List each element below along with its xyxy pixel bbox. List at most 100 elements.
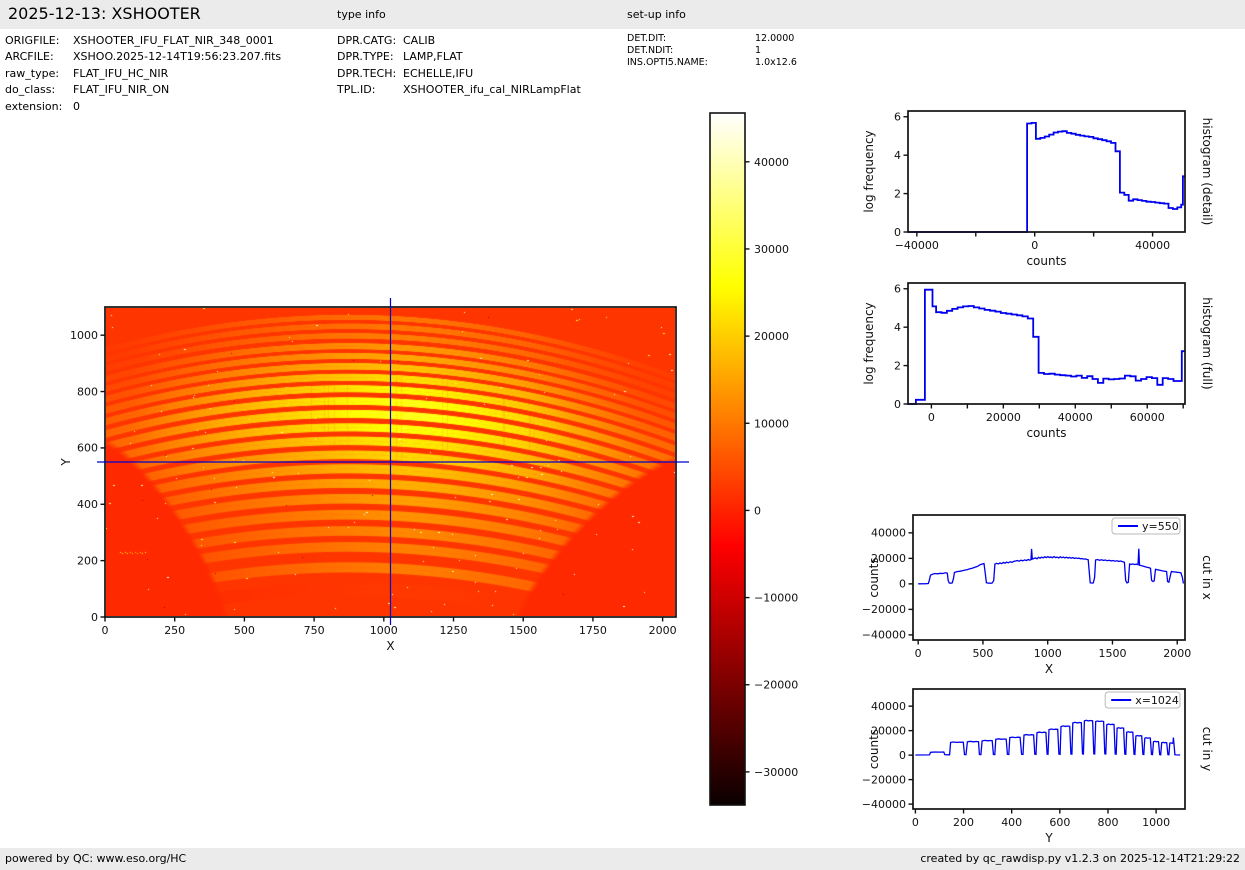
svg-text:histogram (detail): histogram (detail) xyxy=(1200,118,1214,226)
colorbar: 40000 30000 20000 10000 0 −10000 −20000 −30000 xyxy=(709,112,798,806)
svg-text:40000: 40000 xyxy=(871,700,906,713)
svg-text:counts: counts xyxy=(1026,426,1066,440)
cut-y-legend: x=1024 xyxy=(1104,691,1181,709)
svg-text:X: X xyxy=(386,639,394,653)
info-value: LAMP,FLAT xyxy=(403,50,463,64)
svg-text:0: 0 xyxy=(899,578,906,591)
info-row: raw_type: FLAT_IFU_HC_NIR xyxy=(5,66,281,82)
hist-full-series xyxy=(908,288,1185,405)
file-info-list: ORIGFILE: XSHOOTER_IFU_FLAT_NIR_348_0001 A… xyxy=(5,33,281,115)
setup-info-list: DET.DIT: 12.0000 DET.NDIT: 1 INS.OPTI5.NAME:… xyxy=(627,33,797,68)
info-label: DPR.CATG: xyxy=(337,34,397,47)
svg-text:−20000: −20000 xyxy=(862,773,906,786)
info-value: FLAT_IFU_HC_NIR xyxy=(73,66,169,80)
hist-full-axes-frame xyxy=(907,282,1186,405)
type-info-heading: type info xyxy=(337,8,386,21)
svg-text:log frequency: log frequency xyxy=(862,302,876,384)
svg-text:800: 800 xyxy=(1097,816,1118,829)
svg-text:20000: 20000 xyxy=(754,330,789,343)
info-label: ORIGFILE: xyxy=(5,34,60,47)
info-value: XSHOOTER_ifu_cal_NIRLampFlat xyxy=(403,83,581,97)
info-value: XSHOOTER_IFU_FLAT_NIR_348_0001 xyxy=(73,34,274,47)
info-label: extension: xyxy=(5,99,63,113)
colorbar-gradient xyxy=(709,112,746,806)
svg-text:200: 200 xyxy=(77,554,98,567)
info-label: DPR.TYPE: xyxy=(337,50,394,64)
svg-text:cut in x: cut in x xyxy=(1200,555,1214,600)
cut-x-legend: y=550 xyxy=(1111,517,1181,535)
page-title: 2025-12-13: XSHOOTER xyxy=(8,4,201,23)
svg-text:−10000: −10000 xyxy=(754,592,798,605)
svg-text:250: 250 xyxy=(164,624,185,637)
svg-text:4: 4 xyxy=(894,321,901,334)
svg-text:0: 0 xyxy=(915,647,922,660)
info-label: DET.NDIT: xyxy=(627,44,674,56)
svg-text:x=1024: x=1024 xyxy=(1135,694,1179,707)
svg-text:Y: Y xyxy=(59,458,73,467)
footer-bar: powered by QC: www.eso.org/HC created by… xyxy=(0,848,1245,870)
svg-text:0: 0 xyxy=(899,749,906,762)
svg-text:500: 500 xyxy=(972,647,993,660)
svg-text:0: 0 xyxy=(102,624,109,637)
svg-text:counts: counts xyxy=(867,557,881,597)
svg-text:Y: Y xyxy=(1044,831,1053,845)
footer-left-text: powered by QC: www.eso.org/HC xyxy=(5,852,187,865)
svg-text:X: X xyxy=(1045,662,1053,676)
info-value: FLAT_IFU_NIR_ON xyxy=(73,83,170,97)
svg-text:2000: 2000 xyxy=(649,624,677,637)
svg-text:800: 800 xyxy=(77,385,98,398)
info-label: raw_type: xyxy=(5,66,60,80)
info-value: 1.0x12.6 xyxy=(755,56,797,68)
svg-text:−40000: −40000 xyxy=(895,239,939,252)
cut-y-series xyxy=(915,719,1181,756)
svg-text:6: 6 xyxy=(894,283,901,296)
svg-text:40000: 40000 xyxy=(871,527,906,540)
svg-text:2: 2 xyxy=(894,187,901,200)
svg-text:40000: 40000 xyxy=(1135,239,1170,252)
info-row: extension: 0 xyxy=(5,99,281,115)
svg-text:20000: 20000 xyxy=(871,724,906,737)
svg-text:6: 6 xyxy=(894,111,901,124)
svg-text:500: 500 xyxy=(234,624,255,637)
svg-text:1750: 1750 xyxy=(579,624,607,637)
svg-text:2000: 2000 xyxy=(1163,647,1191,660)
svg-text:1500: 1500 xyxy=(1098,647,1126,660)
svg-text:10000: 10000 xyxy=(754,417,789,430)
info-row: INS.OPTI5.NAME: 1.0x12.6 xyxy=(627,57,797,69)
info-row: ARCFILE: XSHOO.2025-12-14T19:56:23.207.fi… xyxy=(5,49,281,65)
main-image-plot: 0 250 500 750 1000 1250 1500 1750 2000 0 200 400 600… xyxy=(59,298,689,653)
svg-text:600: 600 xyxy=(77,442,98,455)
svg-text:0: 0 xyxy=(912,816,919,829)
info-value: ECHELLE,IFU xyxy=(403,66,474,80)
type-info-list: DPR.CATG: CALIB DPR.TYPE: LAMP,FLAT DPR.TECH… xyxy=(337,33,581,99)
setup-info-heading: set-up info xyxy=(627,8,686,21)
svg-text:750: 750 xyxy=(304,624,325,637)
svg-text:1000: 1000 xyxy=(370,624,398,637)
svg-text:2: 2 xyxy=(894,359,901,372)
header-bar: 2025-12-13: XSHOOTER type info set-up in… xyxy=(0,0,1245,29)
info-value: 0 xyxy=(73,99,80,113)
hist-detail-axes-frame xyxy=(907,110,1186,233)
info-value: 12.0000 xyxy=(755,33,795,44)
svg-text:−40000: −40000 xyxy=(862,798,906,811)
svg-text:1250: 1250 xyxy=(440,624,468,637)
cut-x-plot: 0 500 1000 1500 2000 40000 20000 0 −20000 −40000 X… xyxy=(862,514,1214,676)
svg-text:4: 4 xyxy=(894,149,901,162)
svg-text:30000: 30000 xyxy=(754,243,789,256)
svg-text:20000: 20000 xyxy=(986,411,1021,424)
svg-text:cut in y: cut in y xyxy=(1200,727,1214,772)
info-label: INS.OPTI5.NAME: xyxy=(627,56,708,68)
svg-text:−30000: −30000 xyxy=(754,766,798,779)
cut-x-series xyxy=(918,548,1185,585)
svg-text:−40000: −40000 xyxy=(862,629,906,642)
svg-text:counts: counts xyxy=(867,729,881,769)
svg-text:0: 0 xyxy=(894,226,901,239)
hist-detail-series xyxy=(908,122,1185,233)
cut-y-axes-frame xyxy=(912,688,1186,810)
hist-full-plot: 0 20000 40000 60000 0 2 4 6 counts log frequency h… xyxy=(862,282,1214,440)
info-row: DET.DIT: 12.0000 xyxy=(627,33,797,45)
svg-text:400: 400 xyxy=(1001,816,1022,829)
svg-text:0: 0 xyxy=(754,504,761,517)
